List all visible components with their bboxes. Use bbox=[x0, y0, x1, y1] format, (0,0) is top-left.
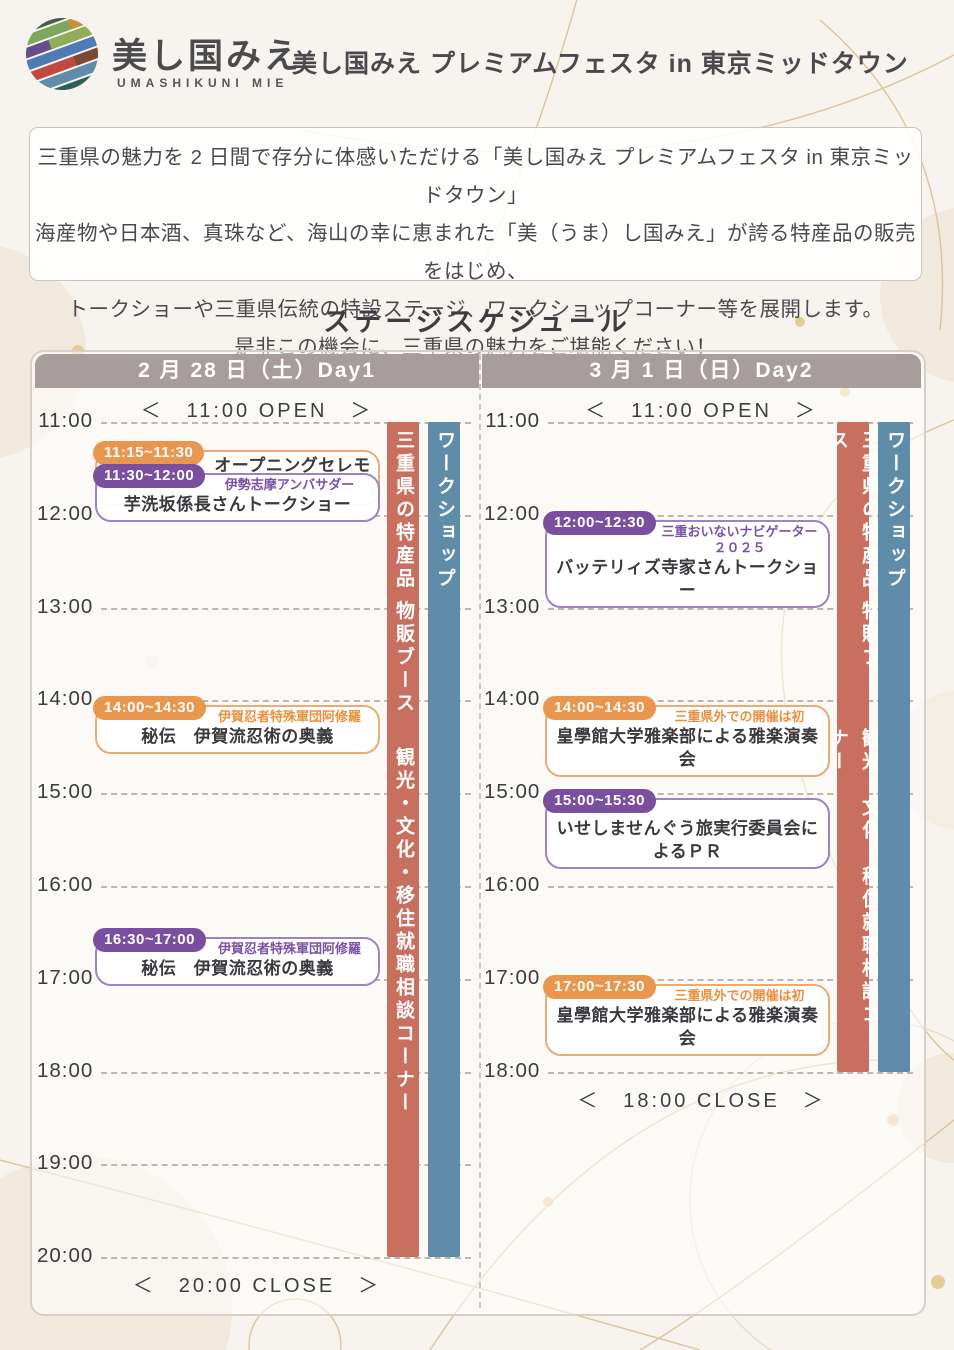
event-subtitle: 伊賀忍者特殊軍団阿修羅 bbox=[217, 709, 361, 725]
event-title: 秘伝 伊賀流忍術の奥義 bbox=[141, 959, 334, 979]
day-header: 2 月 28 日（土）Day1 bbox=[35, 354, 479, 388]
event-item: 三重県外での開催は初 皇學館大学雅楽部による雅楽演奏会 14:00~14:30 bbox=[543, 696, 830, 778]
event-item: 三重県外での開催は初 皇學館大学雅楽部による雅楽演奏会 17:00~17:30 bbox=[543, 974, 830, 1056]
intro-line: 三重県の魅力を 2 日間で存分に体感いただける「美し国みえ プレミアムフェスタ … bbox=[37, 146, 914, 207]
event-time-badge: 11:15~11:30 bbox=[93, 441, 205, 466]
booth-bar-label: 三重県の特産品 物販ブース bbox=[827, 430, 880, 693]
hour-gridline bbox=[548, 607, 913, 610]
hour-gridline bbox=[101, 793, 471, 796]
hour-label: 14:00 bbox=[37, 687, 94, 711]
hour-gridline bbox=[101, 886, 471, 888]
intro-box: 三重県の魅力を 2 日間で存分に体感いただける「美し国みえ プレミアムフェスタ … bbox=[29, 127, 922, 359]
hour-gridline bbox=[101, 1071, 471, 1074]
open-time-label: ＜ 11:00 OPEN ＞ bbox=[585, 400, 818, 422]
event-title: いせしませんぐう旅実行委員会によるＰＲ bbox=[556, 819, 819, 862]
event-item: 伊賀忍者特殊軍団阿修羅秘伝 伊賀流忍術の奥義 16:30~17:00 bbox=[93, 928, 380, 987]
hour-label: 13:00 bbox=[484, 594, 541, 618]
hour-label: 15:00 bbox=[37, 780, 94, 804]
hour-label: 17:00 bbox=[37, 965, 94, 989]
hour-gridline bbox=[548, 1071, 913, 1074]
hour-gridline bbox=[101, 422, 471, 424]
booth-bar: 三重県の特産品 物販ブース観光・文化・移住就職相談コーナー bbox=[827, 422, 880, 1072]
hour-label: 11:00 bbox=[485, 409, 540, 432]
hour-label: 12:00 bbox=[37, 501, 94, 525]
hour-label: 12:00 bbox=[484, 501, 541, 525]
hour-label: 16:00 bbox=[37, 873, 94, 896]
event-subtitle: 三重おいないナビゲーター２０２５ bbox=[661, 523, 818, 555]
event-subtitle: 伊賀忍者特殊軍団阿修羅 bbox=[217, 941, 361, 957]
hour-label: 18:00 bbox=[37, 1058, 94, 1082]
hour-gridline bbox=[548, 514, 913, 517]
event-item: 伊勢志摩アンバサダー芋洗坂係長さんトークショー 11:30~12:00 bbox=[93, 464, 380, 523]
hour-label: 16:00 bbox=[484, 873, 541, 896]
page-title: 美し国みえ プレミアムフェスタ in 東京ミッドタウン bbox=[292, 50, 909, 78]
workshop-bar-label: ワークショップ bbox=[884, 430, 905, 591]
open-time-label: ＜ 11:00 OPEN ＞ bbox=[140, 400, 374, 422]
hour-gridline bbox=[101, 1257, 471, 1260]
booth-bar-label: 観光・文化・移住就職相談コーナー bbox=[827, 728, 880, 1051]
hour-gridline bbox=[548, 700, 913, 703]
logo-wordmark-en: UMASHIKUNI MIE bbox=[117, 76, 289, 90]
event-item: いせしませんぐう旅実行委員会によるＰＲ 15:00~15:30 bbox=[543, 789, 830, 870]
hour-gridline bbox=[548, 422, 913, 424]
hour-label: 15:00 bbox=[484, 780, 541, 804]
hour-gridline bbox=[101, 1164, 471, 1167]
event-time-badge: 12:00~12:30 bbox=[543, 510, 656, 535]
event-item: 三重おいないナビゲーター２０２５ バッテリィズ寺家さんトークショー 12:00~12… bbox=[543, 510, 830, 608]
hour-label: 11:00 bbox=[38, 409, 93, 432]
hour-gridline bbox=[548, 793, 913, 796]
event-title: 皇學館大学雅楽部による雅楽演奏会 bbox=[556, 727, 819, 770]
day-header: 3 月 1 日（日）Day2 bbox=[482, 354, 921, 388]
event-time-badge: 17:00~17:30 bbox=[543, 974, 656, 999]
event-box: いせしませんぐう旅実行委員会によるＰＲ bbox=[545, 798, 830, 870]
workshop-bar: ワークショップ bbox=[428, 422, 460, 1258]
close-time-label: ＜ 20:00 CLOSE ＞ bbox=[132, 1275, 382, 1298]
event-box: 三重県外での開催は初皇學館大学雅楽部による雅楽演奏会 bbox=[545, 705, 830, 778]
hour-label: 19:00 bbox=[37, 1151, 94, 1175]
event-item: 伊賀忍者特殊軍団阿修羅秘伝 伊賀流忍術の奥義 14:00~14:30 bbox=[93, 696, 380, 755]
hour-gridline bbox=[101, 700, 471, 703]
hour-label: 20:00 bbox=[37, 1244, 94, 1268]
hour-gridline bbox=[548, 886, 913, 888]
event-title: 秘伝 伊賀流忍術の奥義 bbox=[141, 727, 334, 747]
hour-label: 17:00 bbox=[484, 965, 541, 989]
hour-label: 14:00 bbox=[484, 687, 541, 711]
intro-line: 海産物や日本酒、真珠など、海山の幸に恵まれた「美（うま）し国みえ」が誇る特産品の… bbox=[35, 222, 916, 283]
event-time-badge: 16:30~17:00 bbox=[93, 928, 206, 953]
event-subtitle: 伊勢志摩アンバサダー bbox=[224, 477, 355, 493]
event-time-badge: 15:00~15:30 bbox=[543, 789, 656, 814]
day-column-divider bbox=[479, 354, 481, 1308]
logo-wordmark: 美し国みえ bbox=[112, 37, 303, 76]
booth-bar-label: 三重県の特産品 物販ブース bbox=[393, 430, 414, 716]
event-subtitle: 三重県外での開催は初 bbox=[674, 987, 805, 1003]
booth-bar: 三重県の特産品 物販ブース観光・文化・移住就職相談コーナー bbox=[387, 422, 419, 1258]
hour-gridline bbox=[101, 607, 471, 610]
event-title: 皇學館大学雅楽部による雅楽演奏会 bbox=[556, 1005, 819, 1048]
umashikuni-mie-logo bbox=[24, 16, 100, 92]
event-time-badge: 11:30~12:00 bbox=[93, 464, 206, 489]
event-time-badge: 14:00~14:30 bbox=[543, 696, 656, 721]
event-time-badge: 14:00~14:30 bbox=[93, 696, 206, 721]
workshop-bar: ワークショップ bbox=[878, 422, 910, 1072]
event-subtitle: 三重県外での開催は初 bbox=[674, 709, 805, 725]
stage-schedule-panel: 2 月 28 日（土）Day1 ＜ 11:00 OPEN ＞ 11:00 12:00 1… bbox=[30, 350, 926, 1316]
hour-label: 18:00 bbox=[484, 1058, 541, 1082]
hour-label: 13:00 bbox=[37, 594, 94, 618]
intro-line: トークショーや三重県伝統の特設ステージ、ワークショップコーナー等を展開します。 bbox=[67, 298, 884, 321]
event-title: バッテリィズ寺家さんトークショー bbox=[556, 557, 819, 600]
hour-gridline bbox=[548, 978, 913, 981]
schedule-title: ステージスケジュール bbox=[323, 307, 631, 337]
close-time-label: ＜ 18:00 CLOSE ＞ bbox=[577, 1089, 826, 1112]
workshop-bar-label: ワークショップ bbox=[434, 430, 455, 591]
event-title: 芋洗坂係長さんトークショー bbox=[123, 495, 352, 515]
booth-bar-label: 観光・文化・移住就職相談コーナー bbox=[393, 747, 414, 1116]
event-box: 三重県外での開催は初皇學館大学雅楽部による雅楽演奏会 bbox=[545, 983, 830, 1056]
